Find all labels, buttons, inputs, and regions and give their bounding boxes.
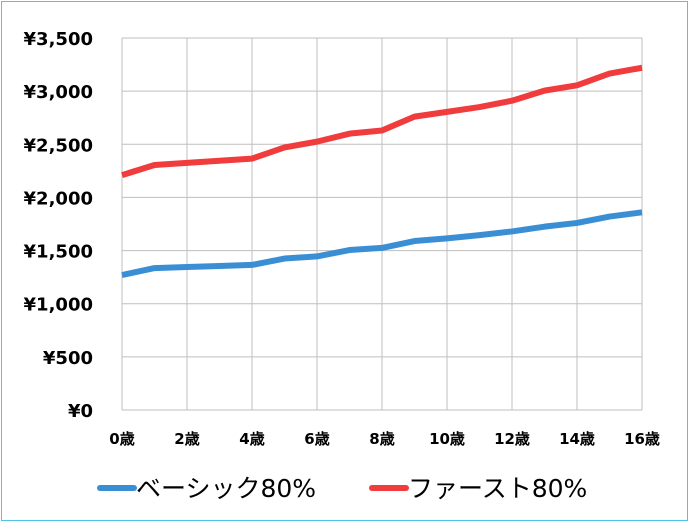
y-tick-label: ¥3,000 — [24, 82, 93, 103]
y-tick-label: ¥0 — [68, 401, 93, 422]
series-line-0 — [121, 209, 643, 278]
x-axis-ticks: 0歳 2歳 4歳 6歳 8歳 10歳 12歳 14歳 16歳 — [109, 430, 660, 448]
x-tick-label: 12歳 — [494, 430, 530, 448]
legend-label-1: ファースト80% — [408, 474, 587, 503]
legend: ベーシック80% ファースト80% — [97, 474, 587, 503]
y-tick-label: ¥1,500 — [24, 242, 93, 263]
y-tick-label: ¥2,500 — [24, 135, 93, 156]
x-tick-label: 16歳 — [624, 430, 660, 448]
x-tick-label: 2歳 — [174, 430, 199, 448]
y-tick-label: ¥500 — [43, 348, 93, 369]
y-tick-label: ¥1,000 — [24, 295, 93, 316]
legend-label-0: ベーシック80% — [136, 474, 316, 503]
x-tick-label: 6歳 — [304, 430, 329, 448]
y-tick-label: ¥3,500 — [24, 29, 93, 50]
x-tick-label: 10歳 — [429, 430, 465, 448]
x-tick-label: 8歳 — [369, 430, 394, 448]
x-tick-label: 4歳 — [239, 430, 264, 448]
x-tick-label: 14歳 — [559, 430, 595, 448]
series-lines — [121, 64, 643, 278]
y-tick-label: ¥2,000 — [24, 188, 93, 209]
x-tick-label: 0歳 — [109, 430, 134, 448]
y-axis-ticks: ¥0 ¥500 ¥1,000 ¥1,500 ¥2,000 ¥2,500 ¥3,000 ¥3,5… — [24, 29, 93, 422]
series-line-1 — [121, 64, 643, 178]
